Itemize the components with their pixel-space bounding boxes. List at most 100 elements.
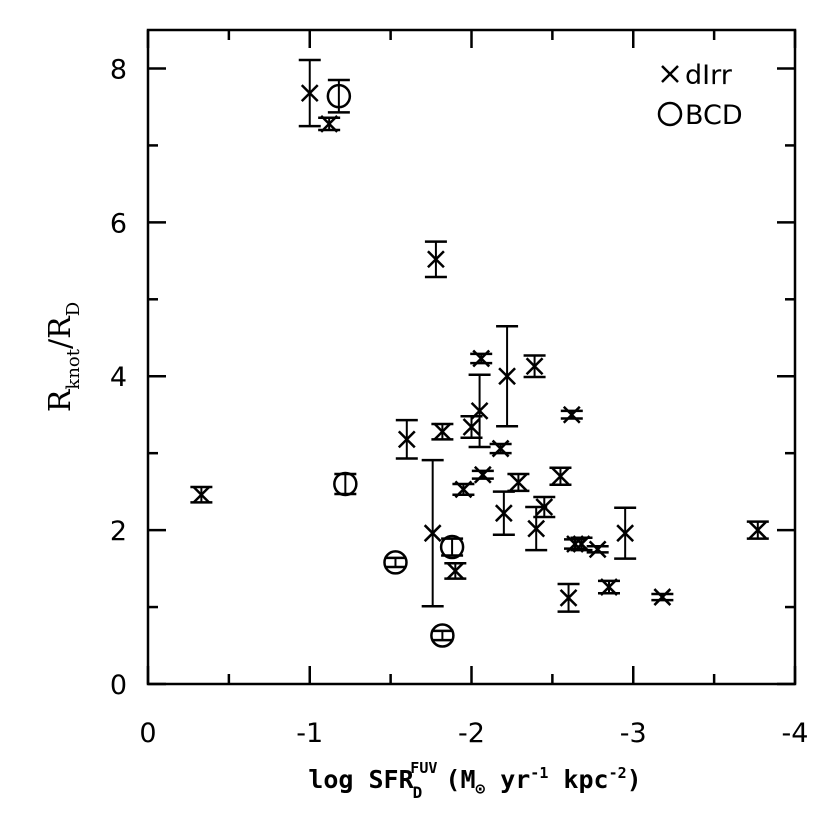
x-label-units-open: (M: [445, 765, 475, 794]
circle-marker: [383, 550, 408, 575]
dirr-point: [651, 588, 674, 606]
circle-marker: [326, 83, 352, 109]
y-tick-label: 6: [110, 208, 127, 239]
x-marker-stroke: [427, 250, 445, 269]
bcd-point: [383, 550, 408, 575]
y-label-s1: knot: [63, 348, 84, 389]
x-label-sup: FUV: [410, 759, 437, 777]
x-marker-stroke: [473, 465, 492, 484]
y-axis-label: Rknot/RD: [43, 302, 84, 412]
legend-marker-bcd: [657, 101, 683, 127]
x-marker-stroke: [559, 588, 578, 607]
x-marker-stroke: [470, 401, 489, 420]
dirr-point: [470, 349, 493, 368]
x-tick-label: -4: [782, 718, 809, 749]
x-marker-stroke: [653, 588, 672, 606]
dirr-point: [444, 561, 467, 580]
dirr-point: [190, 485, 213, 504]
x-marker-stroke: [446, 562, 465, 580]
y-tick-label: 2: [110, 516, 127, 547]
x-marker-stroke: [562, 405, 581, 424]
dirr-point: [597, 578, 620, 596]
circle-marker: [439, 534, 465, 560]
dirr-point: [746, 520, 769, 540]
x-marker-stroke: [454, 480, 473, 499]
x-label-units-yr-exp: -1: [530, 764, 548, 782]
x-tick-label: -1: [296, 718, 323, 749]
x-tick-label: -3: [620, 718, 647, 749]
x-marker-stroke: [661, 65, 679, 83]
x-label-prefix: log SFR: [308, 765, 414, 794]
x-marker-stroke: [572, 535, 591, 553]
x-marker-stroke: [551, 467, 570, 486]
y-label-r1: R: [43, 388, 78, 412]
dirr-point: [496, 324, 519, 428]
x-marker-stroke: [192, 485, 211, 504]
dirr-point: [586, 540, 609, 559]
legend: dIrr BCD: [657, 60, 743, 131]
x-tick-label: -2: [458, 718, 485, 749]
bcd-point: [333, 471, 358, 497]
dirr-point: [523, 354, 546, 379]
dirr-point: [468, 373, 491, 449]
legend-label-bcd: BCD: [685, 100, 743, 131]
x-label-sub: D: [413, 783, 423, 802]
circle-marker: [333, 471, 358, 497]
dirr-point: [452, 480, 475, 499]
x-marker-stroke: [462, 418, 481, 436]
x-marker-stroke: [527, 519, 546, 538]
dirr-point: [395, 418, 418, 460]
x-marker-stroke: [588, 540, 607, 559]
dirr-point: [431, 422, 454, 441]
dirr-point: [318, 114, 341, 133]
y-label-slash: /R: [43, 315, 78, 349]
x-marker-stroke: [300, 84, 319, 102]
x-axis-label: log SFRD FUV (M⊙ yr-1 kpc-2): [308, 759, 641, 802]
dirr-point: [570, 535, 593, 553]
x-marker-stroke: [748, 521, 767, 540]
x-marker-stroke: [433, 422, 452, 441]
dirr-point: [614, 506, 637, 560]
x-marker-stroke: [397, 430, 416, 449]
legend-label-dirr: dIrr: [685, 60, 733, 91]
x-marker-stroke: [509, 473, 528, 492]
x-marker-stroke: [535, 498, 554, 516]
circle-marker: [430, 623, 455, 648]
y-tick-label: 8: [110, 54, 127, 85]
x-marker-stroke: [472, 349, 491, 368]
dirr-point: [557, 582, 580, 613]
axis-ticks: [146, 30, 797, 686]
x-marker-stroke: [320, 114, 339, 133]
dirr-point: [424, 240, 447, 279]
dirr-point: [489, 439, 512, 458]
bcd-point: [326, 78, 352, 114]
x-marker-stroke: [600, 578, 618, 596]
x-marker-stroke: [525, 357, 544, 376]
dirr-point: [298, 58, 321, 128]
data-points: [190, 58, 769, 648]
dirr-point: [421, 458, 444, 608]
dirr-point: [549, 466, 572, 486]
y-tick-label: 0: [110, 670, 127, 701]
y-tick-label: 4: [110, 362, 127, 393]
x-marker-stroke: [491, 439, 510, 458]
dirr-point: [560, 405, 583, 424]
dirr-point: [533, 495, 556, 519]
dirr-point: [471, 465, 494, 484]
tick-labels: 0 -1 -2 -3 -4 0 2 4 6 8: [110, 54, 809, 749]
x-label-units-yr: yr: [485, 765, 530, 794]
x-marker-stroke: [423, 524, 442, 543]
x-label-units-close: ): [627, 765, 642, 794]
y-label-s2: D: [63, 302, 84, 316]
x-marker-stroke: [616, 524, 635, 543]
dirr-point: [507, 472, 530, 493]
x-marker-stroke: [498, 367, 516, 386]
legend-marker-dirr: [661, 65, 679, 83]
x-tick-label: 0: [139, 718, 156, 749]
x-label-units-kpc-exp: -2: [609, 764, 627, 782]
bcd-point: [430, 623, 455, 648]
x-label-units-sun: ⊙: [476, 779, 486, 798]
x-marker-stroke: [494, 504, 513, 523]
bcd-point: [439, 534, 465, 560]
